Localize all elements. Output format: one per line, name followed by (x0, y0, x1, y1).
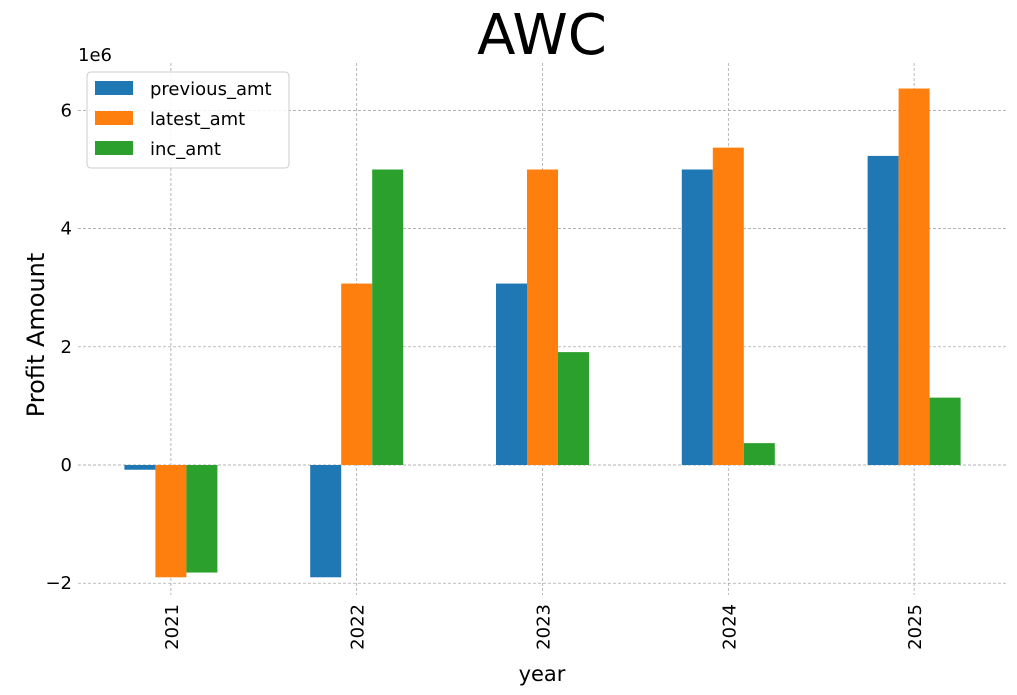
legend-frame (86, 71, 290, 169)
bar-inc_amt-2023 (558, 352, 589, 465)
legend: previous_amt latest_amt inc_amt (86, 71, 290, 169)
legend-swatch-previous (95, 81, 133, 95)
x-tick-label: 2023 (534, 604, 555, 650)
bar-previous_amt-2023 (496, 283, 527, 465)
legend-label-previous: previous_amt (150, 79, 272, 100)
bar-latest_amt-2025 (898, 88, 930, 466)
bars (124, 88, 961, 578)
x-tick-label: 2022 (348, 604, 369, 650)
x-tick-labels: 2021 2022 2023 2024 2025 (162, 604, 926, 650)
y-tick-labels: −2 0 2 4 6 (45, 100, 72, 594)
bar-latest_amt-2024 (712, 147, 744, 465)
legend-label-inc: inc_amt (150, 139, 221, 160)
y-tick-label: 0 (61, 455, 72, 476)
legend-swatch-inc (95, 141, 133, 155)
y-tick-label: 6 (61, 100, 72, 121)
bar-previous_amt-2022 (310, 465, 342, 578)
y-tick-label: 4 (61, 219, 72, 240)
bar-latest_amt-2021 (155, 465, 187, 578)
legend-swatch-latest (95, 111, 133, 125)
y-tick-label: 2 (61, 337, 72, 358)
x-axis-label: year (519, 662, 566, 686)
bar-inc_amt-2024 (743, 443, 775, 465)
x-tick-label: 2025 (905, 604, 926, 650)
chart-title: AWC (477, 3, 607, 68)
bar-inc_amt-2025 (929, 397, 961, 465)
bar-previous_amt-2025 (867, 155, 899, 466)
bar-inc_amt-2022 (372, 169, 404, 465)
y-tick-label: −2 (45, 573, 72, 594)
x-tick-label: 2021 (162, 604, 183, 650)
y-axis-label: Profit Amount (22, 253, 50, 418)
bar-latest_amt-2022 (341, 283, 373, 465)
legend-label-latest: latest_amt (150, 109, 245, 130)
bar-previous_amt-2024 (681, 169, 713, 465)
x-tick-label: 2024 (719, 604, 740, 650)
bar-inc_amt-2021 (186, 465, 218, 573)
bar-latest_amt-2023 (527, 169, 558, 465)
bar-previous_amt-2021 (124, 465, 156, 470)
y-scale-label: 1e6 (78, 45, 112, 66)
